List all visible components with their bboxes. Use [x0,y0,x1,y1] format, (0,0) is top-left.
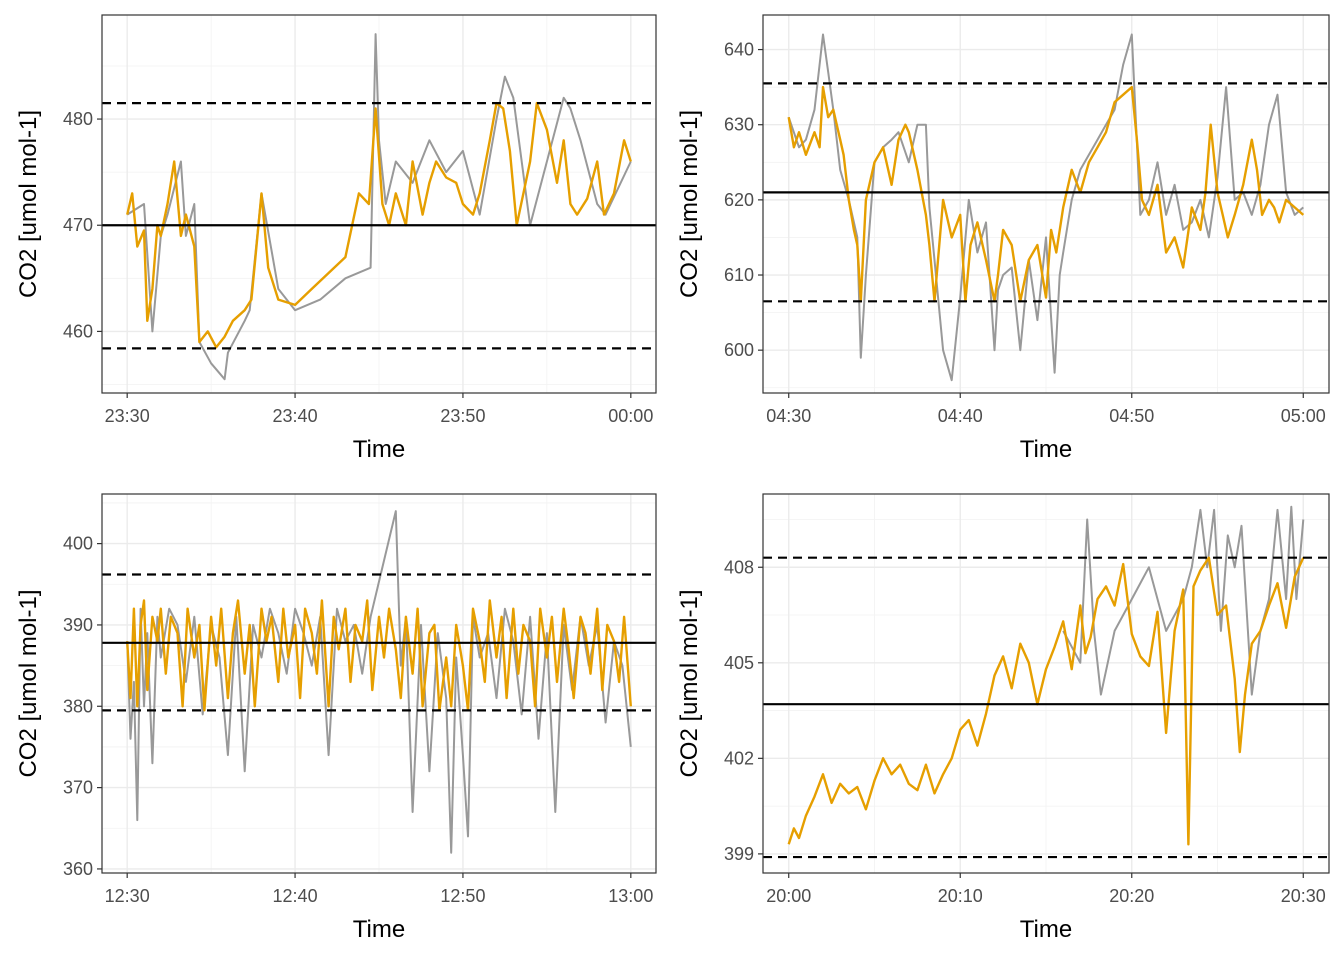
chart-panel-3: 360 370 380 390 400 12:30 12:40 12:50 13:00 Time C… [15,493,657,943]
y-axis-title: CO2 [umol mol-1] [676,110,703,298]
x-tick-label: 20:20 [1109,886,1154,906]
panel-border [762,14,1330,394]
y-tick-label: 405 [724,653,754,673]
series-line-raw [787,33,1304,382]
y-tick-label: 460 [63,321,93,341]
x-tick-label: 12:30 [105,886,150,906]
y-tick-label: 370 [63,778,93,798]
x-tick-label: 23:50 [440,406,485,426]
x-tick-label: 00:00 [608,406,653,426]
y-tick-label: 390 [63,615,93,635]
x-tick-label: 12:50 [440,886,485,906]
series-line-filtered [787,85,1305,303]
x-tick-label: 04:30 [766,406,811,426]
y-tick-label: 402 [724,748,754,768]
y-tick-label: 630 [724,115,754,135]
y-tick-label: 610 [724,265,754,285]
x-axis-title: Time [1020,916,1072,943]
panel-border [101,14,657,394]
x-axis-title: Time [1020,436,1072,463]
x-tick-label: 13:00 [608,886,653,906]
y-tick-label: 360 [63,859,93,879]
y-axis-title: CO2 [umol mol-1] [676,589,703,777]
x-tick-label: 12:40 [273,886,318,906]
panel-border [762,493,1330,874]
series-line-raw [1062,505,1305,696]
y-axis-title: CO2 [umol mol-1] [15,110,42,298]
x-tick-label: 20:10 [938,886,983,906]
y-tick-label: 480 [63,109,93,129]
y-tick-label: 620 [724,190,754,210]
x-axis-title: Time [353,916,405,943]
y-axis-title: CO2 [umol mol-1] [15,589,42,777]
x-tick-label: 20:00 [766,886,811,906]
chart-panel-4: 399 402 405 408 20:00 20:10 20:20 20:30 Time CO2 … [676,493,1330,943]
x-tick-label: 04:50 [1109,406,1154,426]
panel-border [101,493,657,874]
series-line-raw [126,510,632,854]
y-tick-label: 640 [724,40,754,60]
series-line-filtered [126,599,632,712]
y-tick-label: 470 [63,215,93,235]
y-tick-label: 600 [724,340,754,360]
x-tick-label: 23:30 [105,406,150,426]
chart-panel-2: 600 610 620 630 640 04:30 04:40 04:50 05:00 Time C… [676,14,1330,463]
y-tick-label: 408 [724,557,754,577]
chart-panel-1: 460 470 480 23:30 23:40 23:50 00:00 Time CO2 [um… [15,14,657,463]
y-tick-label: 399 [724,844,754,864]
y-tick-label: 380 [63,696,93,716]
series-line-filtered [126,101,632,349]
x-tick-label: 04:40 [938,406,983,426]
x-tick-label: 20:30 [1281,886,1326,906]
x-tick-label: 23:40 [273,406,318,426]
x-tick-label: 05:00 [1281,406,1326,426]
y-tick-label: 400 [63,534,93,554]
series-line-filtered [787,556,1305,846]
x-axis-title: Time [353,436,405,463]
